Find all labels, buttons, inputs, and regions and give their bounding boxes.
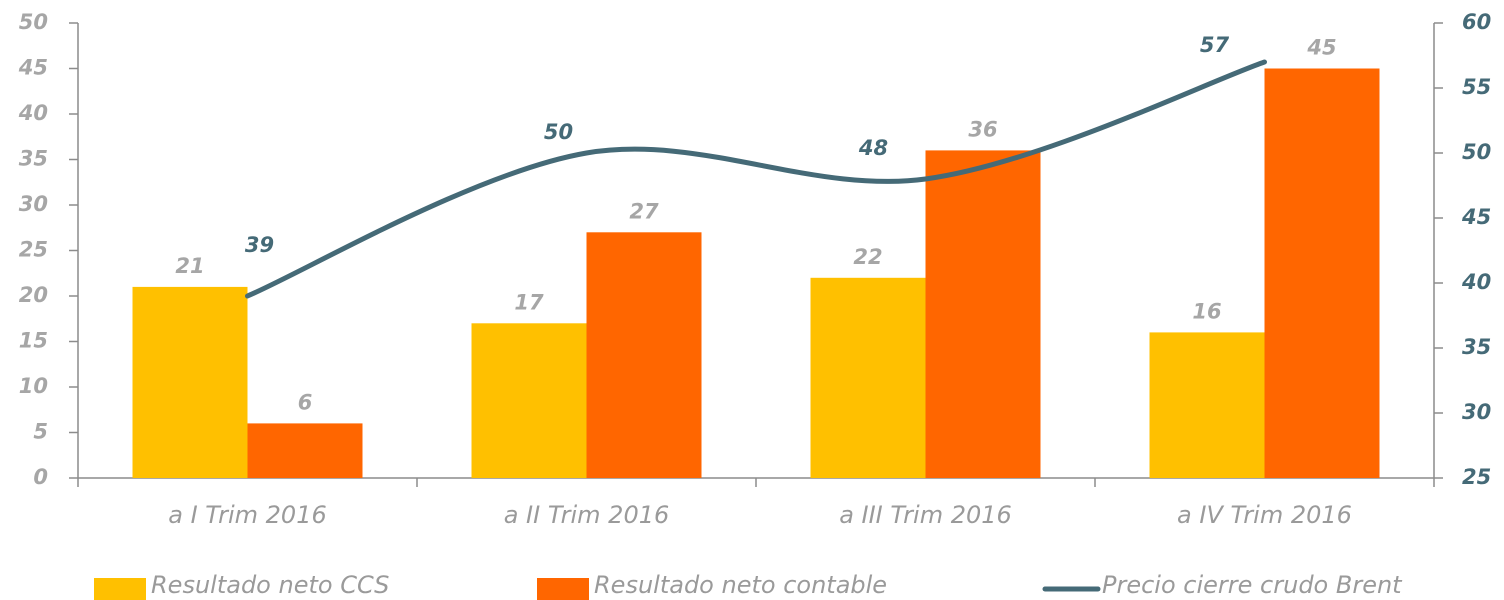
y-tick-label: 35 xyxy=(19,147,48,171)
bar xyxy=(1264,68,1380,478)
legend-label: Precio cierre crudo Brent xyxy=(1102,571,1403,599)
line-value-label: 50 xyxy=(544,120,573,144)
bar xyxy=(1149,332,1265,478)
y2-tick-label: 50 xyxy=(1462,140,1491,164)
y-tick-label: 10 xyxy=(19,374,48,398)
y-tick-label: 0 xyxy=(33,465,48,489)
line-value-label: 39 xyxy=(245,233,274,257)
y-tick-label: 40 xyxy=(18,101,48,125)
bar-value-label: 6 xyxy=(298,390,313,414)
bar-value-label: 45 xyxy=(1306,36,1336,60)
y2-tick-label: 60 xyxy=(1462,10,1491,34)
bar-value-label: 21 xyxy=(175,254,204,278)
legend-label: Resultado neto CCS xyxy=(151,571,389,599)
y2-tick-label: 45 xyxy=(1461,205,1491,229)
line-value-label: 57 xyxy=(1200,33,1230,57)
bar-value-label: 22 xyxy=(853,245,882,269)
y2-tick-label: 35 xyxy=(1462,335,1491,359)
bar-value-label: 36 xyxy=(968,117,997,141)
bar xyxy=(132,286,248,478)
y2-tick-label: 40 xyxy=(1461,270,1491,294)
bar-value-label: 27 xyxy=(629,199,659,223)
legend-swatch xyxy=(94,578,146,600)
y-tick-label: 5 xyxy=(33,420,48,444)
legend-swatch xyxy=(537,578,589,600)
bar xyxy=(586,232,702,478)
y2-tick-label: 30 xyxy=(1462,400,1491,424)
x-tick-label: a I Trim 2016 xyxy=(168,501,326,529)
y-tick-label: 50 xyxy=(19,10,48,34)
bar xyxy=(471,323,587,478)
bar xyxy=(810,277,926,478)
x-tick-label: a III Trim 2016 xyxy=(839,501,1012,529)
y-tick-label: 25 xyxy=(19,238,48,262)
line-value-label: 48 xyxy=(858,136,888,160)
y-tick-label: 30 xyxy=(19,192,48,216)
legend-label: Resultado neto contable xyxy=(594,571,887,599)
bar xyxy=(247,423,363,478)
x-tick-label: a II Trim 2016 xyxy=(504,501,670,529)
bar-value-label: 16 xyxy=(1192,299,1221,323)
y2-tick-label: 55 xyxy=(1462,75,1491,99)
y2-tick-label: 25 xyxy=(1462,465,1491,489)
y-tick-label: 20 xyxy=(19,283,48,307)
x-tick-label: a IV Trim 2016 xyxy=(1177,501,1352,529)
y-tick-label: 15 xyxy=(19,329,48,353)
bar-value-label: 17 xyxy=(514,290,544,314)
line xyxy=(245,59,1267,299)
bar xyxy=(925,150,1041,478)
y-tick-label: 45 xyxy=(18,56,48,80)
